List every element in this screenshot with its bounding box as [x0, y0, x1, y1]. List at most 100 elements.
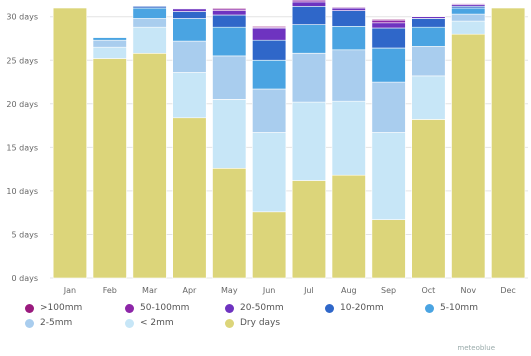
bar-segment-jun[interactable] — [252, 59, 287, 90]
x-tick-label: Jan — [63, 286, 76, 295]
legend-swatch-50-100mm — [125, 303, 134, 313]
bar-segment-jun[interactable] — [252, 25, 287, 28]
bar-segment-feb[interactable] — [92, 37, 127, 41]
legend-item-50-100mm[interactable]: 50-100mm — [125, 303, 189, 313]
bar-segment-apr[interactable] — [172, 40, 207, 73]
bar-segment-jun[interactable] — [252, 39, 287, 61]
x-tick-label: May — [221, 286, 238, 295]
legend-item-5-10mm[interactable]: 5-10mm — [425, 303, 478, 313]
bar-segment-aug[interactable] — [331, 6, 366, 9]
bar-segment-sep[interactable] — [371, 19, 406, 24]
legend-row-2: 2-5mm < 2mm Dry days — [25, 318, 525, 333]
bar-segment-jun[interactable] — [252, 211, 287, 279]
bar-segment-nov[interactable] — [451, 6, 486, 9]
bar-segment-jul[interactable] — [291, 180, 327, 279]
bar-segment-may[interactable] — [212, 10, 247, 16]
legend-item-gt-100mm[interactable]: >100mm — [25, 303, 82, 313]
bar-segment-aug[interactable] — [331, 25, 366, 51]
bar-segment-may[interactable] — [212, 99, 247, 169]
bar-segment-oct[interactable] — [411, 75, 446, 120]
x-tick-label: Jul — [303, 286, 314, 295]
bar-segment-apr[interactable] — [172, 11, 207, 19]
bar-segment-mar[interactable] — [132, 26, 167, 54]
precipitation-chart: 0 days 5 days 10 days 15 days 20 days 25 days… — [6, 0, 528, 295]
legend-swatch-2-5mm — [25, 318, 34, 328]
bar-segment-mar[interactable] — [132, 18, 167, 28]
bar-segment-jan[interactable] — [52, 7, 88, 279]
bar-segment-oct[interactable] — [411, 45, 446, 77]
y-tick-label: 5 days — [11, 230, 38, 239]
bar-segment-jul[interactable] — [291, 101, 327, 181]
bar-segment-jul[interactable] — [291, 52, 327, 103]
bar-segment-sep[interactable] — [371, 47, 406, 83]
legend-label-dry-days: Dry days — [240, 318, 281, 328]
legend-item-10-20mm[interactable]: 10-20mm — [325, 303, 384, 313]
y-tick-label: 0 days — [11, 274, 38, 283]
bar-segment-oct[interactable] — [411, 16, 446, 19]
legend-label-5-10mm: 5-10mm — [440, 303, 478, 313]
x-tick-label: Apr — [182, 286, 197, 295]
legend-label-2-5mm: 2-5mm — [40, 318, 73, 328]
bar-segment-nov[interactable] — [451, 13, 486, 22]
bar-segment-sep[interactable] — [371, 132, 406, 220]
bar-segment-oct[interactable] — [411, 18, 446, 28]
bar-segment-mar[interactable] — [132, 6, 167, 9]
x-tick-label: Sep — [381, 286, 396, 295]
bar-segment-jul[interactable] — [291, 6, 327, 25]
legend: >100mm 50-100mm 20-50mm 10-20mm 5-10mm — [25, 303, 525, 333]
bar-segment-sep[interactable] — [371, 27, 406, 49]
bar-segment-may[interactable] — [212, 14, 247, 28]
bar-segment-dec[interactable] — [491, 7, 526, 279]
bar-segment-sep[interactable] — [371, 22, 406, 29]
legend-item-lt-2mm[interactable]: < 2mm — [125, 318, 174, 328]
x-tick-label: Dec — [500, 286, 515, 295]
bar-segment-sep[interactable] — [371, 81, 406, 133]
bar-segment-oct[interactable] — [411, 119, 446, 279]
x-tick-label: Feb — [103, 286, 117, 295]
bar-segment-aug[interactable] — [331, 174, 366, 279]
bar-segment-apr[interactable] — [172, 117, 207, 279]
bar-segment-jun[interactable] — [252, 88, 287, 133]
bar-segment-aug[interactable] — [331, 10, 366, 27]
bar-segment-jul[interactable] — [291, 24, 327, 54]
bar-segment-jun[interactable] — [252, 27, 287, 41]
bar-segment-nov[interactable] — [451, 7, 486, 15]
bar-segment-aug[interactable] — [331, 7, 366, 11]
bar-segment-apr[interactable] — [172, 8, 207, 12]
x-tick-label: Mar — [142, 286, 158, 295]
bar-segment-apr[interactable] — [172, 72, 207, 119]
bar-segment-jul[interactable] — [291, 1, 327, 7]
legend-item-dry-days[interactable]: Dry days — [225, 318, 280, 328]
bar-segment-may[interactable] — [212, 168, 247, 279]
legend-item-2-5mm[interactable]: 2-5mm — [25, 318, 72, 328]
bar-segment-may[interactable] — [212, 55, 247, 100]
bar-segment-may[interactable] — [212, 26, 247, 57]
legend-label-gt-100mm: >100mm — [40, 303, 83, 313]
bar-segment-jun[interactable] — [252, 132, 287, 213]
y-tick-label: 30 days — [6, 13, 38, 22]
legend-label-50-100mm: 50-100mm — [140, 303, 190, 313]
bar-segment-feb[interactable] — [92, 39, 127, 48]
bar-segment-nov[interactable] — [451, 3, 486, 5]
bar-segment-aug[interactable] — [331, 100, 366, 176]
legend-swatch-dry-days — [225, 318, 234, 328]
bar-segment-sep[interactable] — [371, 219, 406, 279]
bar-segment-mar[interactable] — [132, 52, 167, 279]
bar-segment-mar[interactable] — [132, 7, 167, 19]
bar-segment-feb[interactable] — [92, 46, 127, 59]
legend-swatch-10-20mm — [325, 303, 334, 313]
bar-segment-oct[interactable] — [411, 26, 446, 47]
x-tick-label: Nov — [460, 286, 476, 295]
y-tick-label: 20 days — [6, 100, 38, 109]
bar-segment-may[interactable] — [212, 7, 247, 10]
bar-segment-sep[interactable] — [371, 18, 406, 21]
bar-segment-nov[interactable] — [451, 20, 486, 35]
legend-swatch-gt-100mm — [25, 303, 34, 313]
legend-item-20-50mm[interactable]: 20-50mm — [225, 303, 284, 313]
bar-segment-feb[interactable] — [92, 58, 127, 279]
chart-credit: meteoblue — [457, 344, 495, 352]
bar-segment-aug[interactable] — [331, 49, 366, 102]
bar-segment-nov[interactable] — [451, 33, 486, 279]
bar-segment-apr[interactable] — [172, 18, 207, 42]
